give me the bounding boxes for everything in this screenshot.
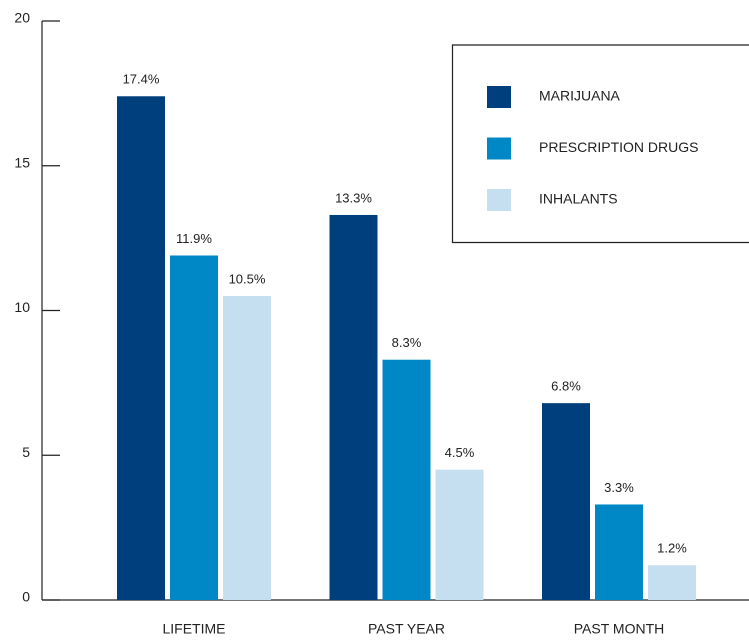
bar [223, 296, 271, 600]
legend-swatch [487, 86, 511, 108]
legend-box [451, 44, 749, 244]
bar [382, 359, 431, 600]
y-tick-label: 20 [14, 10, 30, 26]
x-tick-label: PAST MONTH [574, 621, 665, 637]
value-label: 13.3% [335, 190, 372, 205]
y-tick-label: 5 [22, 444, 30, 460]
x-tick-label: LIFETIME [162, 621, 225, 637]
bar [595, 504, 643, 600]
bar [170, 255, 218, 600]
bar [435, 469, 484, 600]
x-tick-label: PAST YEAR [368, 621, 445, 637]
legend-label: MARIJUANA [539, 88, 621, 104]
legend-swatch [487, 189, 511, 211]
value-label: 3.3% [604, 480, 634, 495]
value-label: 11.9% [176, 231, 212, 246]
y-tick-label: 0 [22, 589, 30, 605]
y-tick-label: 10 [14, 299, 30, 315]
value-label: 1.2% [657, 541, 687, 556]
bar [117, 96, 165, 601]
bar [542, 403, 590, 600]
bar [329, 214, 378, 600]
value-label: 17.4% [123, 72, 160, 87]
legend-label: INHALANTS [539, 191, 618, 207]
legend-swatch [487, 137, 511, 160]
value-label: 4.5% [445, 445, 475, 460]
value-label: 6.8% [551, 379, 581, 394]
value-label: 8.3% [392, 335, 422, 350]
y-tick-label: 15 [14, 154, 30, 170]
value-label: 10.5% [229, 271, 266, 286]
legend-label: PRESCRIPTION DRUGS [539, 139, 698, 155]
bar [648, 565, 696, 600]
